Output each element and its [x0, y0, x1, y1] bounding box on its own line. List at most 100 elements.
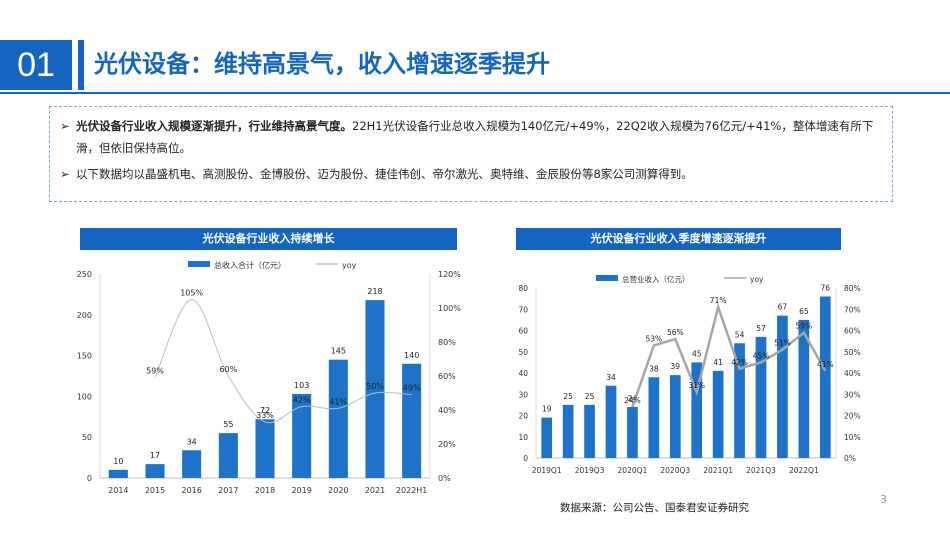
- yoy-label: 41%: [329, 397, 347, 406]
- yoy-label: 24%: [624, 396, 641, 405]
- y2-tick-label: 60%: [438, 372, 456, 381]
- revenue-bar: [669, 375, 681, 458]
- source-note: 数据来源：公司公告、国泰君安证券研究: [560, 502, 749, 514]
- revenue-bar: [712, 370, 724, 458]
- yoy-label: 33%: [256, 411, 274, 420]
- y-tick-label: 40: [518, 369, 528, 378]
- legend-line-label: yoy: [342, 261, 357, 270]
- revenue-bar: [798, 319, 810, 458]
- y-tick-label: 250: [77, 270, 92, 279]
- page-number: 3: [880, 493, 887, 506]
- chart-annual-revenue: 0 50 100 150 200 250 0% 20% 40% 60% 80% 100% 120% 10 1…: [77, 260, 462, 495]
- yoy-label: 59%: [796, 322, 813, 331]
- yoy-label: 41%: [817, 360, 834, 369]
- revenue-bar: [292, 393, 312, 478]
- x-tick-label: 2022H1: [396, 486, 427, 495]
- revenue-bar: [255, 419, 275, 478]
- revenue-bar-label: 25: [585, 392, 595, 401]
- revenue-bar-label: 45: [692, 349, 702, 358]
- x-tick-label: 2014: [108, 486, 128, 495]
- revenue-bar: [402, 363, 422, 478]
- revenue-bar: [648, 377, 660, 458]
- y2-tick-label: 0%: [844, 454, 856, 463]
- revenue-bar: [819, 296, 831, 458]
- revenue-bar: [777, 315, 788, 458]
- legend-bar-swatch: [188, 261, 210, 267]
- revenue-bar: [541, 417, 553, 458]
- chart2-title: 光伏设备行业收入季度增速逐渐提升: [516, 228, 841, 250]
- revenue-bar: [145, 464, 165, 478]
- revenue-bar: [218, 433, 238, 478]
- revenue-bar-label: 65: [799, 307, 809, 316]
- y-tick-label: 50: [82, 433, 92, 442]
- y2-tick-label: 40%: [844, 369, 861, 378]
- yoy-label: 56%: [667, 328, 684, 337]
- chart1-title: 光伏设备行业收入持续增长: [80, 228, 457, 250]
- revenue-bar: [562, 404, 574, 458]
- x-tick-label: 2020Q1: [618, 466, 648, 475]
- revenue-bar-label: 38: [649, 364, 659, 373]
- revenue-bar-label: 57: [756, 324, 766, 333]
- x-tick-label: 2020Q3: [660, 466, 690, 475]
- revenue-bar-label: 76: [821, 284, 831, 293]
- y-tick-label: 80: [518, 284, 528, 293]
- revenue-bar-label: 34: [187, 437, 197, 446]
- x-tick-label: 2019Q1: [532, 466, 562, 475]
- yoy-label: 51%: [774, 339, 791, 348]
- yoy-line: [631, 302, 827, 408]
- yoy-label: 45%: [753, 351, 770, 360]
- y-tick-label: 200: [77, 311, 92, 320]
- revenue-bar-label: 25: [563, 392, 573, 401]
- revenue-bar-label: 72: [260, 406, 270, 415]
- x-tick-label: 2021: [365, 486, 385, 495]
- legend-bar-swatch: [596, 275, 618, 281]
- legend-bar-label: 总营业收入（亿元）: [622, 274, 690, 284]
- revenue-bar-label: 24: [628, 394, 638, 403]
- revenue-bar: [328, 359, 348, 478]
- y-tick-label: 0: [87, 474, 92, 483]
- y-tick-label: 50: [518, 348, 528, 357]
- summary-bullet-1-text: 光伏设备行业收入规模逐渐提升，行业维持高景气度。22H1光伏设备行业总收入规模为…: [76, 115, 880, 159]
- y2-tick-label: 10%: [844, 433, 861, 442]
- x-tick-label: 2018: [255, 486, 275, 495]
- y2-tick-label: 20%: [844, 412, 861, 421]
- x-tick-label: 2017: [218, 486, 238, 495]
- revenue-bar: [755, 336, 767, 458]
- revenue-bar-label: 39: [671, 362, 681, 371]
- yoy-label: 71%: [710, 296, 727, 305]
- revenue-bar: [627, 407, 638, 458]
- x-tick-label: 2016: [181, 486, 201, 495]
- title-divider: [0, 92, 950, 94]
- y2-tick-label: 30%: [844, 390, 861, 399]
- summary-box: ➢ 光伏设备行业收入规模逐渐提升，行业维持高景气度。22H1光伏设备行业总收入规…: [49, 106, 893, 202]
- legend-line-label: yoy: [750, 275, 764, 284]
- revenue-bar-label: 10: [113, 457, 123, 466]
- revenue-bar-label: 67: [778, 303, 788, 312]
- page-title: 光伏设备：维持高景气，收入增速逐季提升: [94, 50, 550, 78]
- x-tick-label: 2019Q3: [575, 466, 605, 475]
- revenue-bar: [365, 300, 385, 478]
- revenue-bar: [691, 362, 703, 458]
- summary-bullet-1: ➢ 光伏设备行业收入规模逐渐提升，行业维持高景气度。22H1光伏设备行业总收入规…: [60, 115, 880, 159]
- revenue-bar: [108, 469, 128, 478]
- y-tick-label: 10: [518, 433, 528, 442]
- y-tick-label: 20: [518, 412, 528, 421]
- yoy-label: 42%: [293, 396, 311, 405]
- y2-tick-label: 80%: [438, 338, 456, 347]
- arrow-bullet-icon: ➢: [60, 119, 70, 133]
- revenue-bar-label: 19: [542, 405, 552, 414]
- summary-bullet-1-bold: 光伏设备行业收入规模逐渐提升，行业维持高景气度。: [76, 119, 352, 133]
- revenue-bar: [605, 385, 617, 458]
- y-tick-label: 0: [523, 454, 528, 463]
- yoy-label: 53%: [646, 334, 663, 343]
- yoy-label: 31%: [688, 381, 705, 390]
- y2-tick-label: 70%: [844, 305, 861, 314]
- y2-tick-label: 120%: [438, 270, 461, 279]
- revenue-bar-label: 41: [713, 358, 723, 367]
- y2-tick-label: 50%: [844, 348, 861, 357]
- summary-bullet-2-text: 以下数据均以晶盛机电、高测股份、金博股份、迈为股份、捷佳伟创、帝尔激光、奥特维、…: [76, 167, 693, 181]
- section-number: 01: [0, 40, 72, 90]
- y-tick-label: 60: [518, 327, 528, 336]
- x-tick-label: 2020: [328, 486, 348, 495]
- x-tick-label: 2021Q3: [746, 466, 776, 475]
